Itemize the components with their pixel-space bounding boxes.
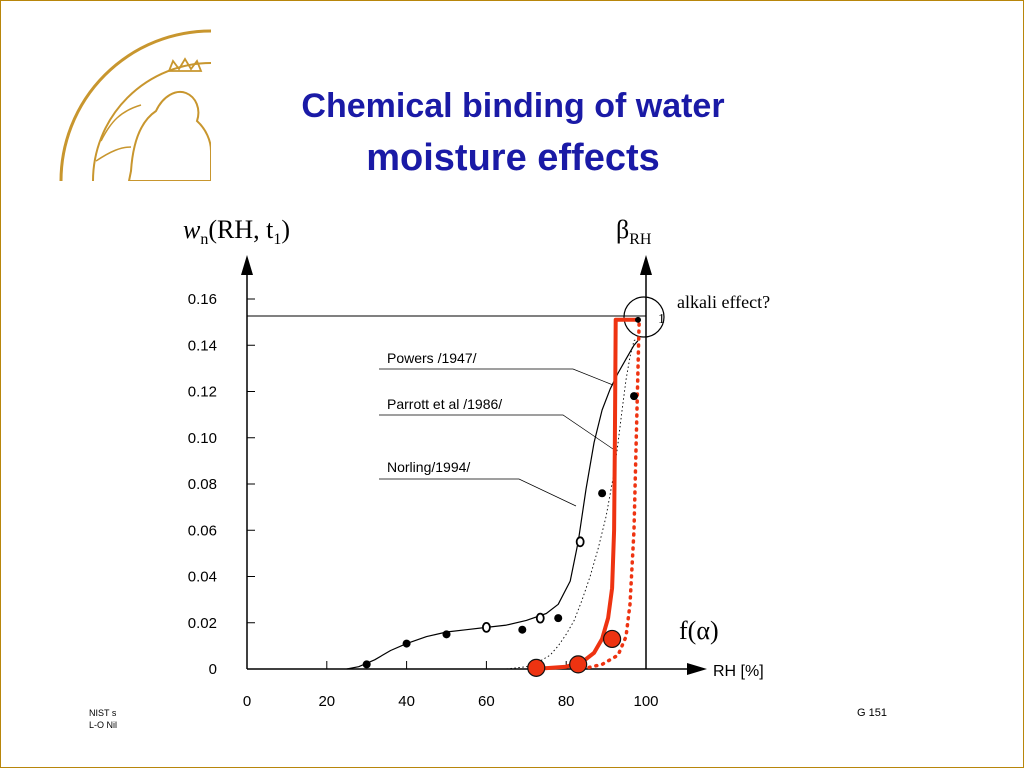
y-tick-label: 0.14 — [188, 337, 217, 354]
data-point-open — [481, 621, 491, 633]
y-tick-label: 0.04 — [188, 569, 217, 586]
data-point-filled — [362, 660, 371, 669]
y-tick-label: 0 — [209, 661, 217, 678]
leader-powers — [379, 368, 614, 386]
series-line-dotted-black — [506, 337, 639, 670]
footer-left-2: L-O Nil — [89, 720, 118, 730]
seal-crown-icon — [167, 57, 203, 72]
y-axis-right-label: βRH — [616, 215, 652, 248]
alkali-effect-label: alkali effect? — [677, 292, 770, 312]
slide-subtitle: moisture effects — [366, 137, 660, 179]
data-point-endpoint — [635, 316, 642, 323]
y-tick-label: 0.16 — [188, 291, 217, 308]
seal-ornament-icon — [95, 104, 142, 162]
x-tick-label: 100 — [633, 693, 658, 710]
seal-inner-ring — [92, 62, 211, 181]
y-axis-right-arrow — [640, 255, 652, 275]
x-axis-arrow — [687, 663, 707, 675]
annotation-norling: Norling/1994/ — [387, 459, 470, 475]
f-alpha-label: f(α) — [679, 616, 719, 645]
x-tick-label: 20 — [318, 693, 335, 710]
leader-norling — [379, 478, 577, 507]
y-tick-label: 0.02 — [188, 615, 217, 632]
leader-parrott — [379, 414, 614, 450]
footer-left-1: NIST s — [89, 708, 117, 718]
data-point-filled — [442, 630, 451, 639]
alkali-highlight-circle — [623, 296, 665, 338]
series-line-dotted-red — [580, 318, 641, 671]
data-point-red — [527, 658, 546, 677]
university-seal-logo — [59, 29, 211, 181]
y-tick-label: 0.08 — [188, 476, 217, 493]
annotation-powers: Powers /1947/ — [387, 350, 477, 366]
x-tick-label: 40 — [398, 693, 415, 710]
y-tick-label: 0.06 — [188, 522, 217, 539]
data-point-filled — [554, 614, 563, 623]
y-axis-left-arrow — [241, 255, 253, 275]
right-axis-tick-label-1: 1 — [658, 312, 665, 327]
data-point-filled — [630, 392, 639, 401]
x-tick-label: 0 — [243, 693, 251, 710]
seal-lion-icon — [127, 91, 211, 181]
x-tick-label: 80 — [558, 693, 575, 710]
data-point-filled — [598, 489, 607, 498]
data-point-filled — [518, 625, 527, 634]
data-point-open — [535, 612, 545, 624]
slide-title: Chemical binding of water — [301, 87, 725, 125]
x-tick-label: 60 — [478, 693, 495, 710]
data-point-red — [569, 655, 588, 674]
annotation-parrott: Parrott et al /1986/ — [387, 396, 502, 412]
y-tick-label: 0.12 — [188, 384, 217, 401]
data-point-filled — [402, 639, 411, 648]
data-point-red — [602, 629, 622, 649]
y-axis-left-label: wn(RH, t1) — [183, 215, 290, 248]
y-tick-label: 0.10 — [188, 430, 217, 447]
x-axis-label: RH [%] — [713, 663, 764, 680]
data-point-open — [575, 536, 585, 548]
footer-slide-number: G 151 — [857, 707, 887, 719]
series-line-solid-black — [346, 340, 639, 670]
